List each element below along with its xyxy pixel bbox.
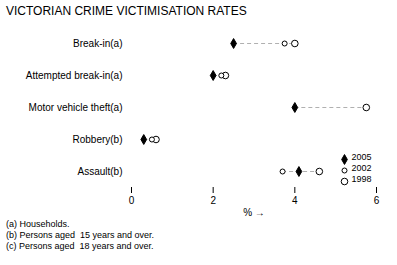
svg-text:2: 2	[210, 195, 216, 206]
svg-text:Attempted break-in(a): Attempted break-in(a)	[26, 70, 123, 81]
svg-text:0: 0	[129, 195, 135, 206]
svg-text:Motor vehicle theft(a): Motor vehicle theft(a)	[29, 102, 123, 113]
svg-text:2002: 2002	[352, 163, 372, 173]
svg-text:Assault(b): Assault(b)	[77, 166, 122, 177]
html-text:VICTORIAN CRIME VICTIMISATION: VICTORIAN CRIME VICTIMISATION RATES	[6, 4, 247, 18]
svg-text:6: 6	[374, 195, 380, 206]
html-text:(a) Households.: (a) Households.	[6, 219, 70, 229]
svg-text:Robbery(b): Robbery(b)	[72, 134, 122, 145]
svg-text:2005: 2005	[352, 152, 372, 162]
html-text:(b) Persons aged 15 years and: (b) Persons aged 15 years and over.	[6, 230, 155, 240]
svg-text:4: 4	[292, 195, 298, 206]
svg-text:Break-in(a): Break-in(a)	[73, 38, 122, 49]
svg-text:% →: % →	[243, 207, 265, 218]
html-text:(c) Persons aged 18 years and: (c) Persons aged 18 years and over.	[6, 241, 154, 251]
svg-text:1998: 1998	[352, 174, 372, 184]
